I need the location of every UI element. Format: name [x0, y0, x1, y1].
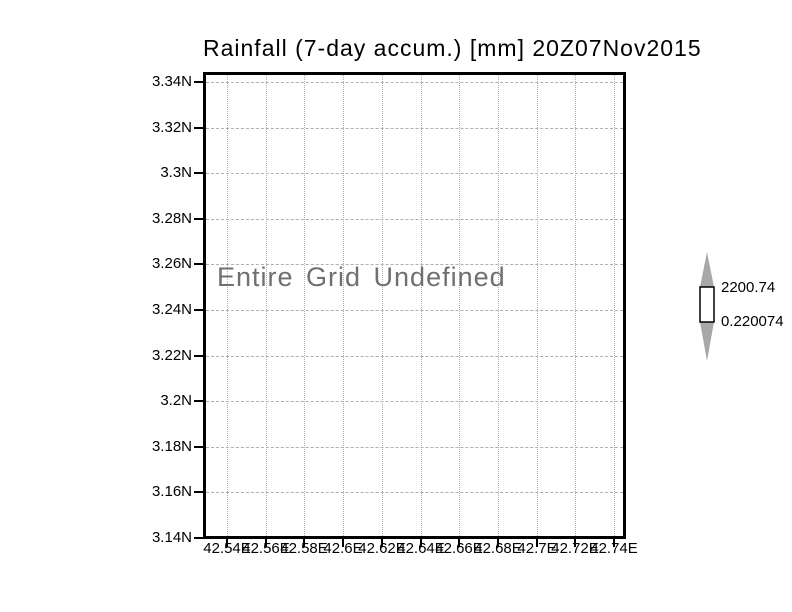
x-tick	[265, 539, 267, 547]
gridline-vertical	[227, 75, 228, 536]
chart-title: Rainfall (7-day accum.) [mm] 20Z07Nov201…	[203, 35, 702, 61]
y-tick-label: 3.24N	[151, 301, 192, 318]
gridline-horizontal	[206, 264, 623, 265]
colorbar: 2200.74 0.220074	[694, 249, 792, 365]
gridline-horizontal	[206, 310, 623, 311]
gridline-horizontal	[206, 173, 623, 174]
x-tick-label: 42.54E	[203, 540, 251, 557]
x-tick	[226, 539, 228, 547]
colorbar-min-label: 0.220074	[721, 313, 784, 330]
gridline-vertical	[382, 75, 383, 536]
x-tick-label: 42.7E	[517, 540, 557, 557]
y-tick-label: 3.3N	[160, 164, 192, 181]
gridline-vertical	[614, 75, 615, 536]
colorbar-arrow-icon	[699, 252, 715, 361]
gridline-horizontal	[206, 492, 623, 493]
y-tick-label: 3.34N	[151, 73, 192, 90]
x-tick	[420, 539, 422, 547]
x-tick	[458, 539, 460, 547]
gridline-vertical	[421, 75, 422, 536]
x-tick-label: 42.64E	[397, 540, 445, 557]
gridline-vertical	[498, 75, 499, 536]
x-tick	[303, 539, 305, 547]
x-tick	[497, 539, 499, 547]
x-tick-label: 42.66E	[435, 540, 483, 557]
gridline-vertical	[304, 75, 305, 536]
x-tick-label: 42.74E	[590, 540, 638, 557]
x-tick-label: 42.58E	[280, 540, 328, 557]
gridline-horizontal	[206, 356, 623, 357]
gridline-vertical	[266, 75, 267, 536]
gridline-horizontal	[206, 128, 623, 129]
gridline-vertical	[537, 75, 538, 536]
grid-undefined-message: Entire Grid Undefined	[217, 262, 506, 292]
gridline-horizontal	[206, 219, 623, 220]
y-tick-label: 3.32N	[151, 119, 192, 136]
x-tick-label: 42.6E	[323, 540, 363, 557]
x-tick	[613, 539, 615, 547]
y-tick-label: 3.22N	[151, 347, 192, 364]
y-tick-label: 3.14N	[151, 529, 192, 546]
gridline-vertical	[459, 75, 460, 536]
colorbar-down-arrow-icon	[700, 322, 714, 361]
colorbar-value-box	[699, 286, 715, 323]
colorbar-max-label: 2200.74	[721, 279, 776, 296]
gridline-vertical	[343, 75, 344, 536]
gridline-horizontal	[206, 447, 623, 448]
x-tick	[536, 539, 538, 547]
y-tick-label: 3.26N	[151, 255, 192, 272]
gridline-horizontal	[206, 401, 623, 402]
y-tick-label: 3.18N	[151, 438, 192, 455]
x-tick-label: 42.62E	[358, 540, 406, 557]
colorbar-up-arrow-icon	[700, 252, 714, 287]
x-tick-label: 42.56E	[242, 540, 290, 557]
x-tick	[574, 539, 576, 547]
y-tick-label: 3.2N	[160, 392, 192, 409]
x-tick-label: 42.68E	[474, 540, 522, 557]
x-tick	[381, 539, 383, 547]
gridline-horizontal	[206, 82, 623, 83]
gridline-vertical	[575, 75, 576, 536]
x-tick-label: 42.72E	[551, 540, 599, 557]
y-tick-label: 3.16N	[151, 483, 192, 500]
plot-area	[203, 72, 626, 539]
x-tick	[342, 539, 344, 547]
y-tick-label: 3.28N	[151, 210, 192, 227]
